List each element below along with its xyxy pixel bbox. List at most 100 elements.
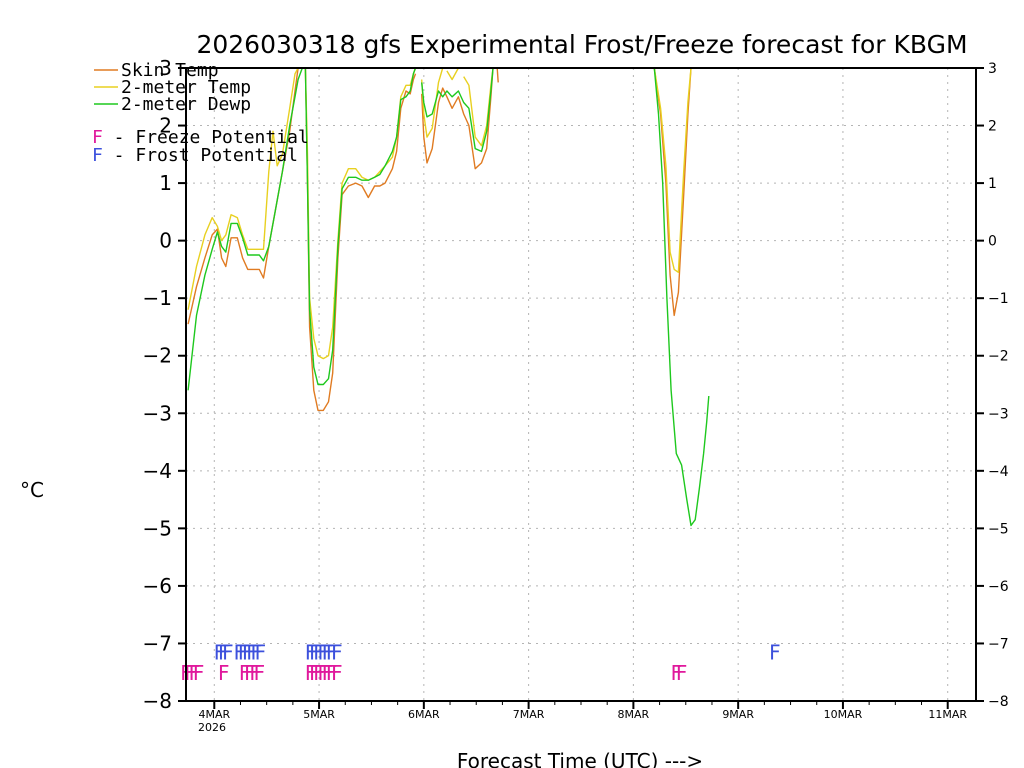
x-axis: 4MAR 5MAR 6MAR 7MAR 8MAR 9MAR 10MAR 11MAR — [198, 701, 967, 721]
freeze-potential-mark: F — [218, 661, 230, 685]
series-2-meter-temp-line — [653, 67, 692, 273]
frost-potential-mark: F — [214, 641, 226, 665]
x-tick-label: 8MAR — [618, 708, 650, 721]
series-skin-temp-line — [653, 67, 692, 317]
y-tick-label-right: 3 — [988, 61, 997, 77]
freeze-potential-mark: F — [322, 661, 334, 685]
x-tick-label: 5MAR — [303, 708, 335, 721]
x-tick-label: 7MAR — [513, 708, 545, 721]
frost-potential-mark: F — [242, 641, 254, 665]
y-tick-label-left: 0 — [159, 229, 172, 253]
y-axis-right: 3 2 1 0 −1 −2 −3 −4 −5 −6 −7 −8 — [976, 61, 1009, 710]
y-tick-label-left: −8 — [143, 689, 172, 713]
y-tick-label-right: −3 — [988, 406, 1009, 422]
x-tick-label: 9MAR — [722, 708, 754, 721]
potential-legend-text: - Freeze Potential — [103, 127, 309, 148]
frost-potential-mark: F — [255, 641, 267, 665]
freeze-potential-mark: F — [309, 661, 321, 685]
freeze-potential-mark: F — [189, 661, 201, 685]
x-tick-label: 6MAR — [408, 708, 440, 721]
x-axis-label: Forecast Time (UTC) ---> — [457, 749, 703, 768]
freeze-potential-mark: F — [305, 661, 317, 685]
series-2-meter-temp-line — [304, 67, 417, 360]
y-tick-label-left: −3 — [143, 401, 172, 425]
frost-potential-mark: F — [250, 641, 262, 665]
freeze-potential-mark: F — [184, 661, 196, 685]
y-tick-label-right: −5 — [988, 521, 1009, 537]
series-skin-temp-line — [421, 67, 494, 170]
freeze-potential-mark: F — [249, 661, 261, 685]
frost-potential-mark: F — [331, 641, 343, 665]
potential-legend-text: - Frost Potential — [103, 145, 298, 166]
frost-potential-mark: F — [769, 641, 781, 665]
y-axis-left: 3 2 1 0 −1 −2 −3 −4 −5 −6 −7 −8 — [143, 56, 186, 713]
grid-lines — [186, 68, 976, 701]
y-tick-label-right: −8 — [988, 694, 1009, 710]
y-tick-label-left: −4 — [143, 459, 172, 483]
series-2-meter-temp-line — [446, 67, 460, 81]
y-tick-label-right: −2 — [988, 349, 1009, 365]
y-tick-label-right: −1 — [988, 291, 1009, 307]
series-2-meter-dewp-line — [187, 67, 303, 391]
frost-potential-mark: F — [313, 641, 325, 665]
y-tick-label-left: 1 — [159, 171, 172, 195]
freeze-potential-mark: F — [317, 661, 329, 685]
freeze-potential-mark: F — [676, 661, 688, 685]
series-2-meter-temp-line — [421, 67, 444, 138]
frost-potential-mark: F — [238, 641, 250, 665]
frost-potential-mark: F — [222, 641, 234, 665]
potential-legend-letter: F — [92, 127, 103, 148]
series-skin-temp-line — [496, 67, 499, 83]
legend-label: 2-meter Dewp — [121, 94, 251, 115]
y-tick-label-right: −4 — [988, 464, 1009, 480]
frost-potential-mark: F — [326, 641, 338, 665]
freeze-potential-mark: F — [313, 661, 325, 685]
series-2-meter-dewp-line — [653, 67, 710, 527]
frost-potential-mark: F — [218, 641, 230, 665]
y-tick-label-right: 2 — [988, 119, 997, 135]
series-layer — [187, 67, 710, 527]
series-2-meter-dewp-line — [421, 67, 494, 153]
y-tick-label-left: −1 — [143, 286, 172, 310]
x-tick-label: 11MAR — [928, 708, 967, 721]
freeze-potential-mark: F — [254, 661, 266, 685]
legend-label: Skin Temp — [121, 60, 219, 81]
y-tick-label-right: 1 — [988, 176, 997, 192]
chart-title: 2026030318 gfs Experimental Frost/Freeze… — [196, 30, 967, 59]
frost-potential-mark: F — [305, 641, 317, 665]
freeze-potential-mark: F — [244, 661, 256, 685]
potential-legend-letter: F — [92, 145, 103, 166]
freeze-potential-mark: F — [239, 661, 251, 685]
y-axis-label: °C — [20, 478, 44, 502]
y-tick-label-left: −5 — [143, 516, 172, 540]
y-tick-label-left: −7 — [143, 631, 172, 655]
plot-frame — [185, 67, 977, 702]
potential-legend-entry: F - Frost Potential — [92, 145, 298, 166]
y-tick-label-left: −2 — [143, 344, 172, 368]
frost-potential-mark: F — [322, 641, 334, 665]
series-skin-temp-line — [304, 67, 417, 412]
series-2-meter-temp-line — [187, 67, 299, 310]
frost-potential-mark: F — [234, 641, 246, 665]
freeze-potential-mark: F — [326, 661, 338, 685]
y-tick-label-left: 2 — [159, 114, 172, 138]
legend-label: 2-meter Temp — [121, 77, 251, 98]
frost-potential-mark: F — [246, 641, 258, 665]
y-tick-label-right: −7 — [988, 636, 1009, 652]
freeze-potential-mark: F — [331, 661, 343, 685]
x-year-label: 2026 — [198, 721, 226, 734]
y-tick-label-left: 3 — [159, 56, 172, 80]
potential-legend-entry: F - Freeze Potential — [92, 127, 309, 148]
frost-potential-mark: F — [317, 641, 329, 665]
freeze-potential-mark: F — [193, 661, 205, 685]
x-tick-label: 4MAR — [198, 708, 230, 721]
y-tick-label-left: −6 — [143, 574, 172, 598]
frost-potential-mark: F — [309, 641, 321, 665]
x-tick-label: 10MAR — [824, 708, 863, 721]
y-tick-label-right: 0 — [988, 234, 997, 250]
series-2-meter-dewp-line — [304, 67, 417, 386]
freeze-potential-mark: F — [671, 661, 683, 685]
